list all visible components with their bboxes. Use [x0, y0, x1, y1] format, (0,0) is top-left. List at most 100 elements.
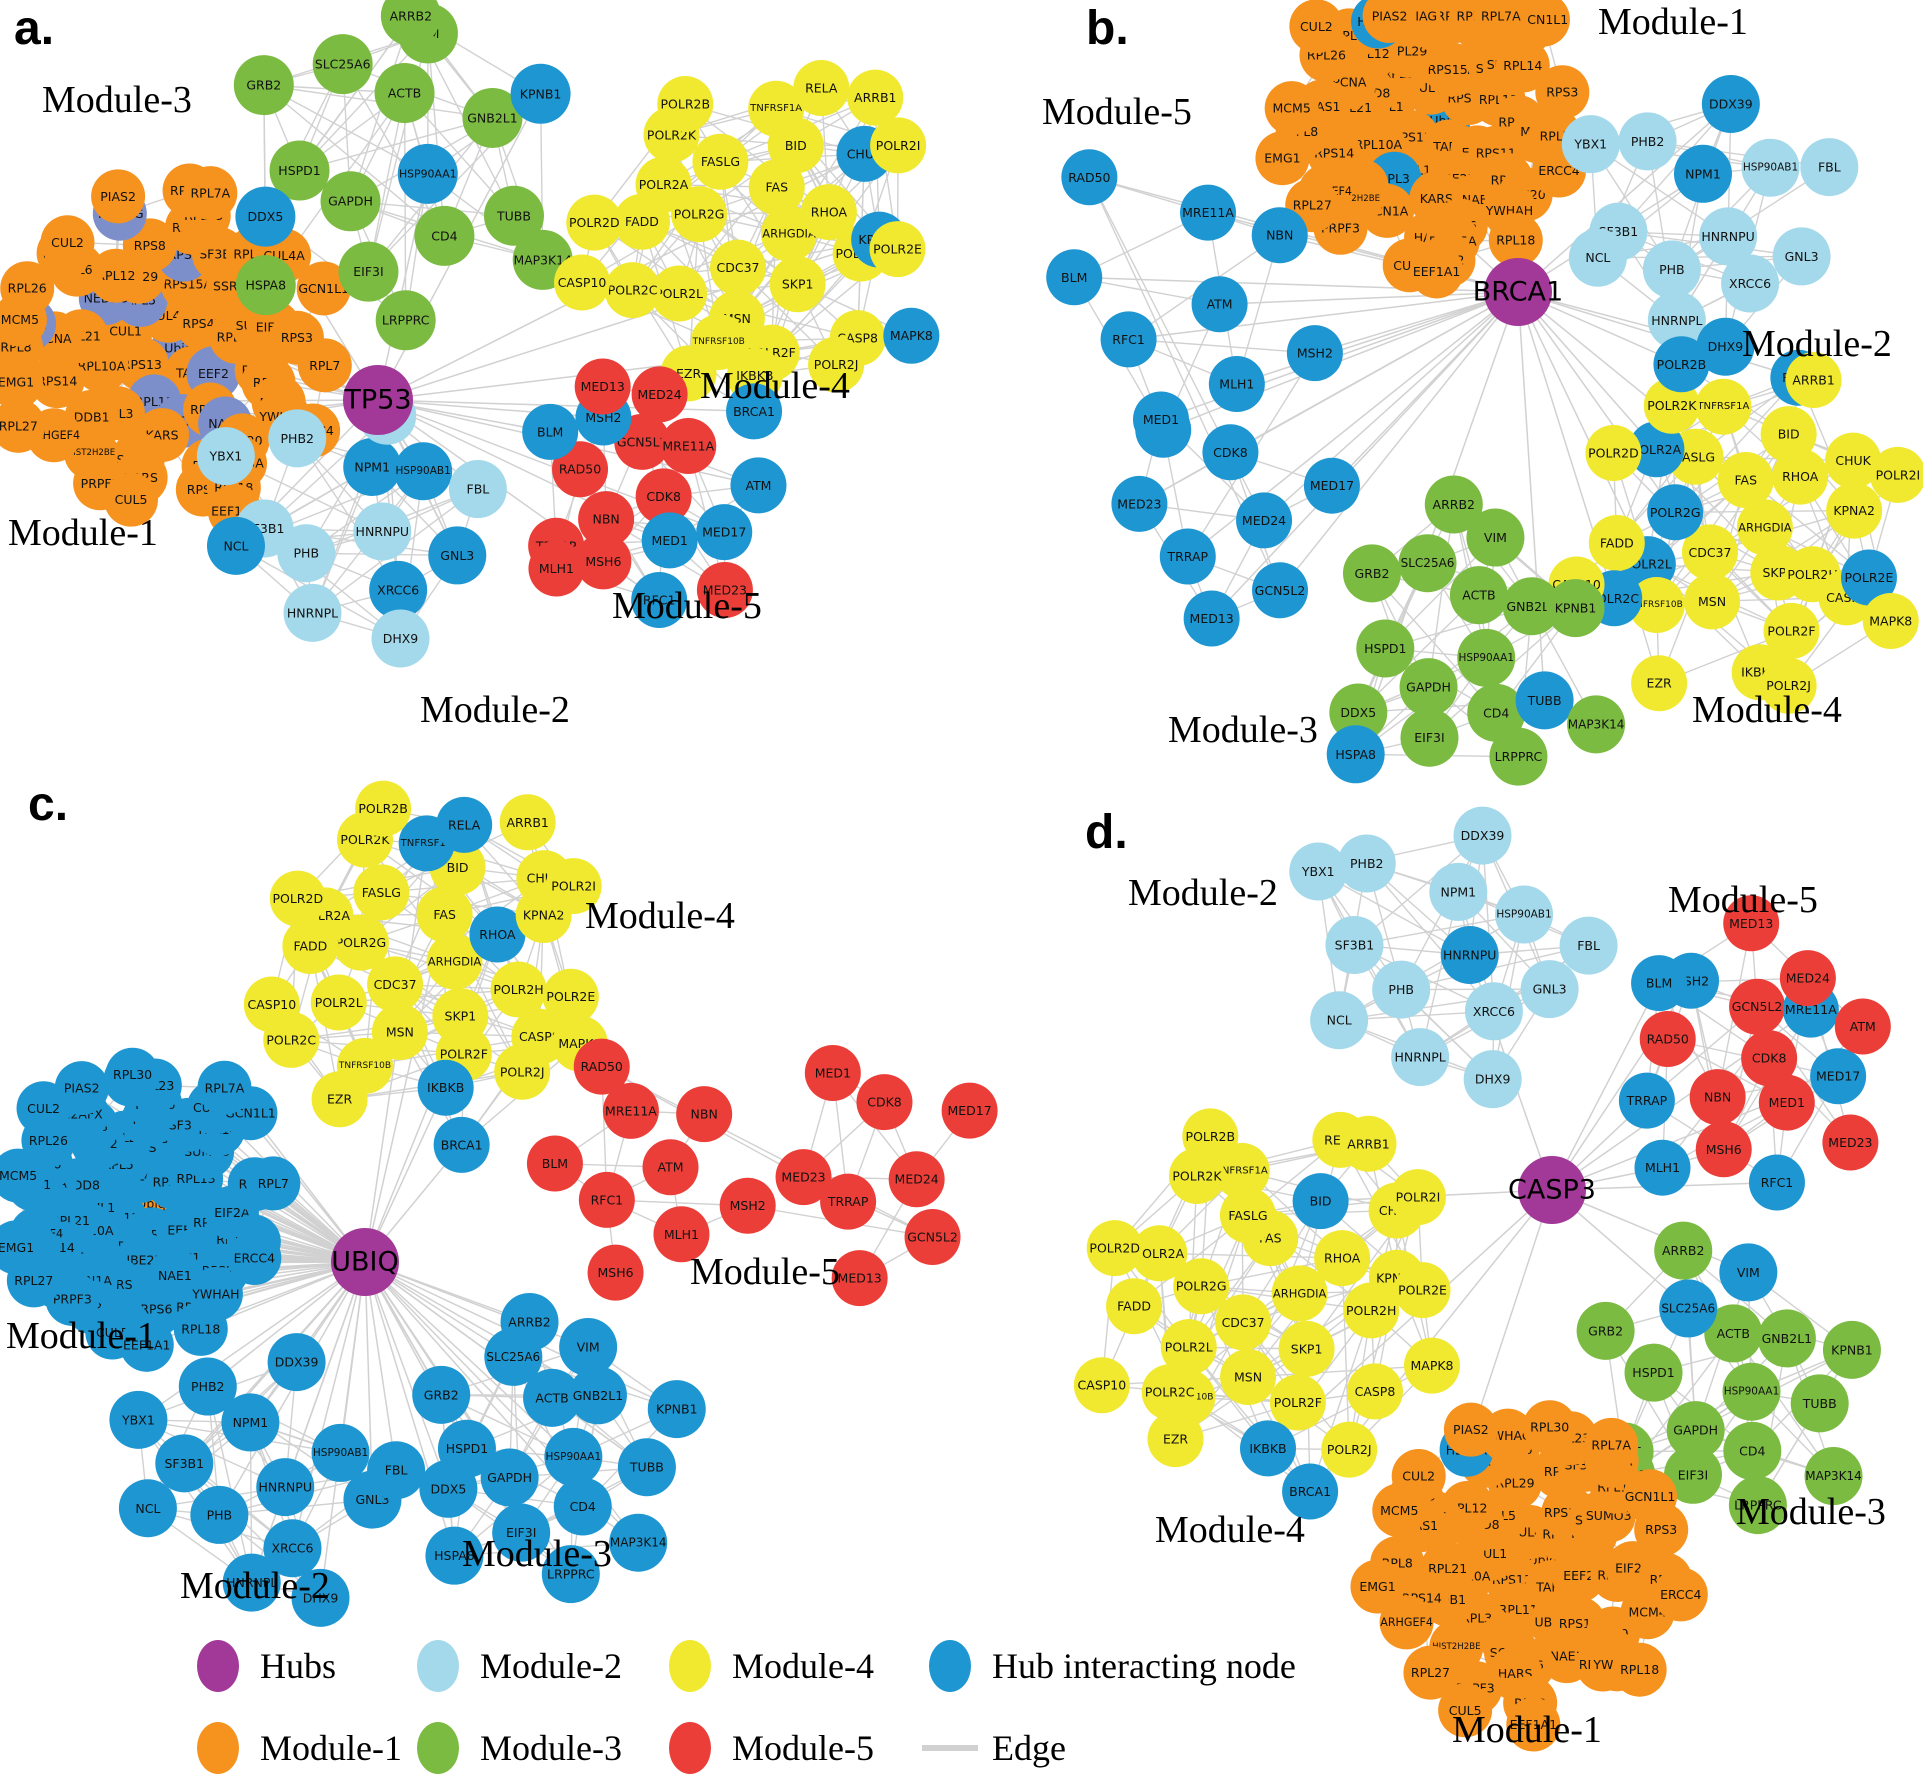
node-ARRB1[interactable]	[1340, 1115, 1397, 1172]
node-HNRNPL[interactable]	[1391, 1028, 1450, 1087]
node-CD4[interactable]	[414, 205, 475, 266]
node-POLR2B[interactable]	[1653, 336, 1710, 393]
node-GRB2[interactable]	[233, 55, 294, 116]
node-HSPA8[interactable]	[1326, 725, 1385, 784]
node-ARRB2[interactable]	[380, 0, 441, 46]
node-NCL[interactable]	[206, 516, 265, 575]
node-RFC1[interactable]	[631, 571, 688, 628]
node-MED13[interactable]	[831, 1250, 888, 1307]
node-GCN1L1[interactable]	[1623, 1469, 1678, 1524]
node-POLR2J[interactable]	[808, 336, 865, 393]
node-FAS[interactable]	[416, 886, 473, 943]
node-CUL5[interactable]	[1438, 1683, 1493, 1738]
node-HNRNPU[interactable]	[256, 1458, 315, 1517]
node-GAPDH[interactable]	[320, 171, 381, 232]
node-POLR2D[interactable]	[1086, 1220, 1143, 1277]
hub-CASP3[interactable]	[1518, 1156, 1586, 1224]
node-XRCC6[interactable]	[1464, 982, 1523, 1041]
node-DHX9[interactable]	[1696, 317, 1755, 376]
node-PHB[interactable]	[277, 524, 336, 583]
node-EEF2[interactable]	[1551, 1548, 1606, 1603]
node-KPNB1[interactable]	[510, 63, 571, 124]
node-HSP90AA1[interactable]	[544, 1427, 603, 1486]
node-ACTB[interactable]	[1704, 1304, 1763, 1363]
node-MLH1[interactable]	[653, 1206, 710, 1263]
node-RHOA[interactable]	[1314, 1230, 1371, 1287]
node-GRB2[interactable]	[412, 1365, 471, 1424]
node-TRRAP[interactable]	[1159, 528, 1216, 585]
node-HSP90AA1[interactable]	[1457, 628, 1516, 687]
node-SF3B1[interactable]	[155, 1434, 214, 1493]
node-KPNA2[interactable]	[1826, 482, 1883, 539]
node-RPL7A[interactable]	[1473, 0, 1528, 43]
node-POLR2F[interactable]	[1763, 602, 1820, 659]
node-ARRB1[interactable]	[499, 794, 556, 851]
node-CDC37[interactable]	[1681, 524, 1738, 581]
node-CD4[interactable]	[1723, 1421, 1782, 1480]
node-MCM5[interactable]	[1372, 1483, 1427, 1538]
node-DDX5[interactable]	[235, 186, 296, 247]
node-HSPA8[interactable]	[235, 255, 296, 316]
node-POLR2E[interactable]	[1394, 1262, 1451, 1319]
node-ATM[interactable]	[642, 1139, 699, 1196]
node-GCN5L2[interactable]	[1251, 562, 1308, 619]
node-VIM[interactable]	[1466, 508, 1525, 567]
node-DDX39[interactable]	[267, 1333, 326, 1392]
node-RELA[interactable]	[436, 796, 493, 853]
node-POLR2J[interactable]	[1321, 1421, 1378, 1478]
node-MAP3K14[interactable]	[609, 1513, 668, 1572]
node-CDK8[interactable]	[1202, 424, 1259, 481]
node-HSPD1[interactable]	[1624, 1343, 1683, 1402]
node-MSH2[interactable]	[1286, 325, 1343, 382]
node-POLR2B[interactable]	[1182, 1108, 1239, 1165]
node-RHOA[interactable]	[800, 184, 857, 241]
node-PHB2[interactable]	[268, 409, 327, 468]
node-GCN1L1[interactable]	[296, 261, 351, 316]
node-GNL3[interactable]	[428, 526, 487, 585]
node-FASLG[interactable]	[692, 133, 749, 190]
node-DHX9[interactable]	[1463, 1050, 1522, 1109]
node-FAS[interactable]	[748, 159, 805, 216]
node-ATM[interactable]	[1191, 276, 1248, 333]
node-MRE11A[interactable]	[660, 417, 717, 474]
node-DDX5[interactable]	[419, 1459, 478, 1518]
node-XRCC6[interactable]	[263, 1519, 322, 1578]
node-YBX1[interactable]	[1289, 842, 1348, 901]
node-POLR2C[interactable]	[604, 262, 661, 319]
node-ARRB2[interactable]	[1424, 475, 1483, 534]
node-PHB2[interactable]	[178, 1357, 237, 1416]
node-TRRAP[interactable]	[820, 1173, 877, 1230]
node-EIF3I[interactable]	[338, 241, 399, 302]
node-MCM5[interactable]	[0, 292, 47, 347]
node-FAS[interactable]	[1717, 451, 1774, 508]
node-RPL18[interactable]	[1488, 213, 1543, 268]
node-MED1[interactable]	[641, 512, 698, 569]
node-ACTB[interactable]	[1449, 566, 1508, 625]
node-LRPPRC[interactable]	[1489, 727, 1548, 786]
node-POLR2J[interactable]	[1760, 657, 1817, 714]
node-FADD[interactable]	[282, 918, 339, 975]
node-CUL5[interactable]	[104, 472, 159, 527]
node-BLM[interactable]	[526, 1135, 583, 1192]
node-PIAS2[interactable]	[91, 169, 146, 224]
node-RPL18[interactable]	[173, 1301, 228, 1356]
node-TUBB[interactable]	[1790, 1374, 1849, 1433]
node-ARHGDIA[interactable]	[1736, 499, 1793, 556]
node-MRE11A[interactable]	[1180, 184, 1237, 241]
node-POLR2I[interactable]	[1389, 1169, 1446, 1226]
node-MED23[interactable]	[696, 561, 753, 618]
node-RPS3[interactable]	[1535, 65, 1590, 120]
node-EIF3I[interactable]	[492, 1503, 551, 1562]
node-HNRNPU[interactable]	[353, 502, 412, 561]
node-HNRNPU[interactable]	[1699, 207, 1758, 266]
node-TRRAP[interactable]	[1618, 1072, 1675, 1129]
node-TUBB[interactable]	[617, 1438, 676, 1497]
node-RAD50[interactable]	[552, 441, 609, 498]
node-RELA[interactable]	[793, 60, 850, 117]
node-CDC37[interactable]	[367, 956, 424, 1013]
node-RPL27[interactable]	[0, 398, 46, 453]
node-POLR2L[interactable]	[651, 265, 708, 322]
node-NPM1[interactable]	[1673, 144, 1732, 203]
node-EMG1[interactable]	[0, 1220, 43, 1275]
node-HSP90AB1[interactable]	[311, 1423, 370, 1482]
